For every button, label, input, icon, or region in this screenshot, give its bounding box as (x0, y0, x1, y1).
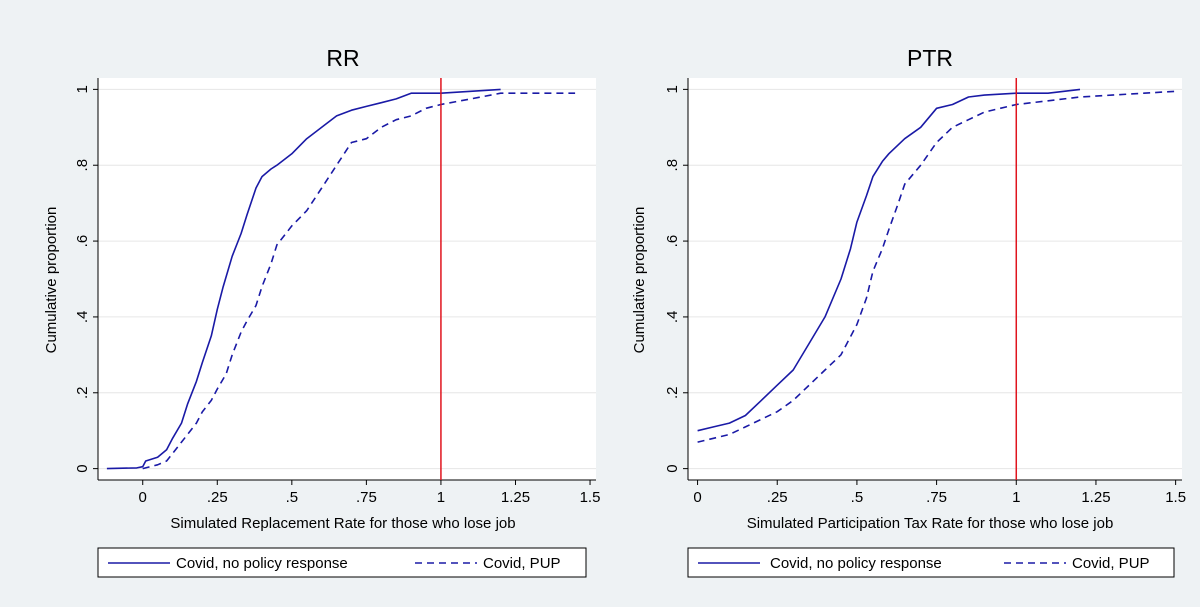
y-tick-label: .8 (74, 159, 91, 172)
x-tick-label: 0 (139, 489, 147, 506)
x-axis-label: Simulated Replacement Rate for those who… (170, 515, 515, 532)
y-tick-label: 1 (74, 85, 91, 93)
legend: Covid, no policy response Covid, PUP (687, 547, 1175, 578)
x-tick-label: .75 (356, 489, 377, 506)
x-tick-label: 1.25 (1081, 489, 1110, 506)
y-tick-label: .4 (74, 311, 91, 324)
x-tick-label: .5 (851, 489, 864, 506)
legend-box (97, 547, 587, 578)
y-axis-label: Cumulative proportion (43, 207, 60, 354)
x-tick-label: 1.25 (501, 489, 530, 506)
x-tick-label: 1 (437, 489, 445, 506)
legend-label-pup: Covid, PUP (1072, 555, 1150, 572)
y-tick-label: .2 (74, 387, 91, 400)
legend-label-no-policy: Covid, no policy response (176, 555, 348, 572)
series-line-no-policy (106, 88, 501, 470)
legend-label-pup: Covid, PUP (483, 555, 561, 572)
x-tick-label: .25 (767, 489, 788, 506)
x-tick-label: 1.5 (580, 489, 601, 506)
plot-area (98, 78, 596, 480)
x-tick-label: 1.5 (1165, 489, 1186, 506)
panel-ptr: PTR Cumulative proportion Simulated Part… (631, 45, 1186, 578)
y-tick-label: 0 (664, 464, 681, 472)
x-tick-label: 0 (693, 489, 701, 506)
x-tick-label: .5 (286, 489, 299, 506)
y-tick-label: .2 (664, 387, 681, 400)
series-line-pup (142, 92, 576, 470)
x-tick-label: 1 (1012, 489, 1020, 506)
panel-rr: RR Cumulative proportion Simulated Repla… (43, 45, 601, 578)
y-tick-label: 0 (74, 464, 91, 472)
series-line-no-policy (697, 88, 1081, 432)
y-tick-label: .6 (74, 235, 91, 248)
x-tick-label: .75 (926, 489, 947, 506)
legend-box (687, 547, 1175, 578)
legend: Covid, no policy response Covid, PUP (97, 547, 587, 578)
y-tick-label: .8 (664, 159, 681, 172)
y-tick-label: .4 (664, 311, 681, 324)
y-axis-label: Cumulative proportion (631, 207, 648, 354)
y-tick-label: .6 (664, 235, 681, 248)
plot-area (688, 78, 1182, 480)
panel-title: PTR (907, 45, 953, 71)
x-tick-label: .25 (207, 489, 228, 506)
x-axis-label: Simulated Participation Tax Rate for tho… (747, 515, 1114, 532)
y-tick-label: 1 (664, 85, 681, 93)
panel-title: RR (326, 45, 359, 71)
series-line-pup (697, 90, 1176, 443)
legend-label-no-policy: Covid, no policy response (770, 555, 942, 572)
